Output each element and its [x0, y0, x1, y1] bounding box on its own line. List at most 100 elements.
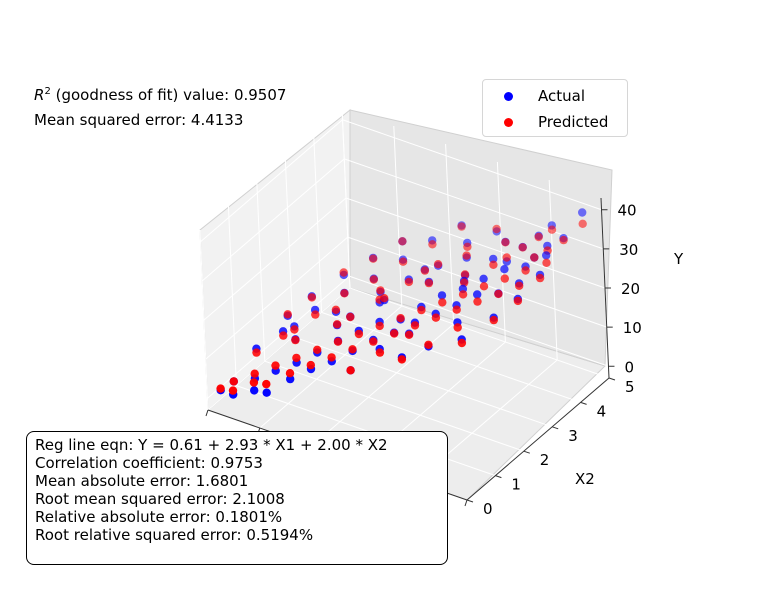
data-point-predicted — [494, 289, 503, 299]
mse-value: Mean squared error: 4.4133 — [34, 111, 244, 129]
data-point-actual — [479, 274, 488, 283]
data-point-predicted — [397, 355, 407, 364]
z-tick-label: 30 — [619, 241, 638, 259]
y-tick-mark — [552, 426, 559, 430]
data-point-predicted — [346, 312, 355, 322]
data-point-predicted — [339, 268, 348, 277]
y-axis-label: X2 — [575, 470, 595, 488]
root-mean-squared-error: Root mean squared error: 2.1008 — [35, 490, 285, 508]
z-tick-label: 20 — [621, 280, 640, 298]
data-point-predicted — [424, 340, 433, 349]
data-point-predicted — [420, 266, 430, 275]
data-point-actual — [542, 251, 551, 260]
data-point-predicted — [431, 313, 441, 322]
data-point-predicted — [404, 277, 414, 287]
data-point-predicted — [501, 238, 510, 247]
grid-line-y — [199, 229, 209, 411]
data-point-predicted — [313, 345, 322, 354]
data-point-predicted — [457, 222, 466, 231]
grid-line-y — [264, 360, 524, 452]
data-point-predicted — [228, 386, 238, 395]
grid-line-y — [349, 287, 610, 379]
data-point-actual — [489, 254, 498, 264]
data-point-predicted — [502, 253, 511, 262]
grid-line-x — [393, 125, 403, 307]
data-point-predicted — [271, 361, 280, 370]
data-point-predicted — [396, 314, 405, 323]
data-point-actual — [250, 386, 259, 395]
data-point-predicted — [578, 219, 587, 228]
grid-line-y — [293, 336, 553, 428]
grid-line-z — [347, 236, 607, 328]
z-axis-label: Y — [673, 250, 684, 268]
data-point-predicted — [311, 310, 320, 319]
data-point-predicted — [458, 290, 468, 299]
grid-line-z — [205, 236, 349, 360]
r2-text: (goodness of fit) value: 0.9507 — [55, 86, 287, 104]
data-point-predicted — [369, 337, 378, 346]
y-tick-label: 5 — [625, 378, 635, 396]
y-tick-mark — [580, 401, 587, 405]
correlation-coefficient: Correlation coefficient: 0.9753 — [35, 454, 263, 472]
data-point-predicted — [489, 315, 498, 325]
data-point-predicted — [375, 348, 385, 357]
data-point-predicted — [290, 325, 299, 334]
data-point-predicted — [542, 258, 551, 267]
y-tick-label: 0 — [483, 500, 493, 518]
data-point-predicted — [410, 321, 420, 330]
data-point-predicted — [489, 260, 498, 269]
legend-label-predicted: Predicted — [538, 113, 609, 131]
data-point-predicted — [398, 237, 407, 246]
data-point-actual — [500, 265, 509, 274]
legend-marker-predicted — [504, 118, 513, 127]
data-point-predicted — [333, 337, 343, 346]
data-point-predicted — [346, 366, 355, 375]
data-point-predicted — [369, 275, 378, 284]
data-point-predicted — [463, 242, 472, 251]
data-point-predicted — [249, 378, 259, 387]
data-point-predicted — [457, 338, 467, 348]
grid-line-y — [236, 385, 496, 477]
data-point-predicted — [291, 335, 300, 345]
data-point-predicted — [460, 270, 470, 279]
data-point-predicted — [340, 289, 349, 298]
data-point-predicted — [279, 331, 288, 340]
data-point-actual — [437, 291, 447, 300]
z-tick-label: 10 — [623, 319, 642, 337]
grid-line-y — [227, 205, 237, 386]
data-point-predicted — [292, 353, 301, 363]
data-point-predicted — [530, 253, 539, 262]
data-point-predicted — [424, 278, 434, 288]
grid-line-x — [341, 107, 351, 289]
data-point-predicted — [428, 240, 437, 249]
grid-line-z — [344, 158, 604, 250]
data-point-predicted — [438, 298, 447, 307]
pane-right — [349, 109, 613, 367]
r2-value: R2 (goodness of fit) value: 0.9507 — [34, 86, 287, 104]
data-point-predicted — [348, 345, 357, 354]
data-point-predicted — [559, 235, 568, 245]
r2-superscript: 2 — [44, 86, 51, 97]
legend-item-predicted: Predicted — [483, 112, 627, 132]
data-point-predicted — [473, 297, 482, 306]
data-point-predicted — [327, 353, 336, 362]
y-tick-label: 4 — [597, 402, 607, 420]
y-tick-label: 1 — [511, 476, 521, 494]
data-point-predicted — [250, 369, 259, 378]
legend-label-actual: Actual — [538, 87, 585, 105]
data-point-predicted — [452, 305, 461, 314]
data-point-predicted — [547, 225, 557, 234]
legend: Actual Predicted — [482, 79, 628, 137]
legend-marker-actual — [504, 92, 513, 101]
data-point-actual — [578, 208, 587, 217]
z-tick-label: 0 — [624, 358, 634, 376]
data-point-predicted — [306, 360, 315, 370]
data-point-predicted — [380, 294, 389, 303]
y-tick-mark — [608, 377, 616, 381]
data-point-predicted — [229, 377, 238, 386]
data-point-predicted — [518, 243, 527, 252]
grid-line-y — [321, 311, 581, 403]
y-tick-label: 3 — [568, 427, 578, 445]
data-points — [216, 208, 587, 399]
grid-line-x — [445, 143, 455, 325]
